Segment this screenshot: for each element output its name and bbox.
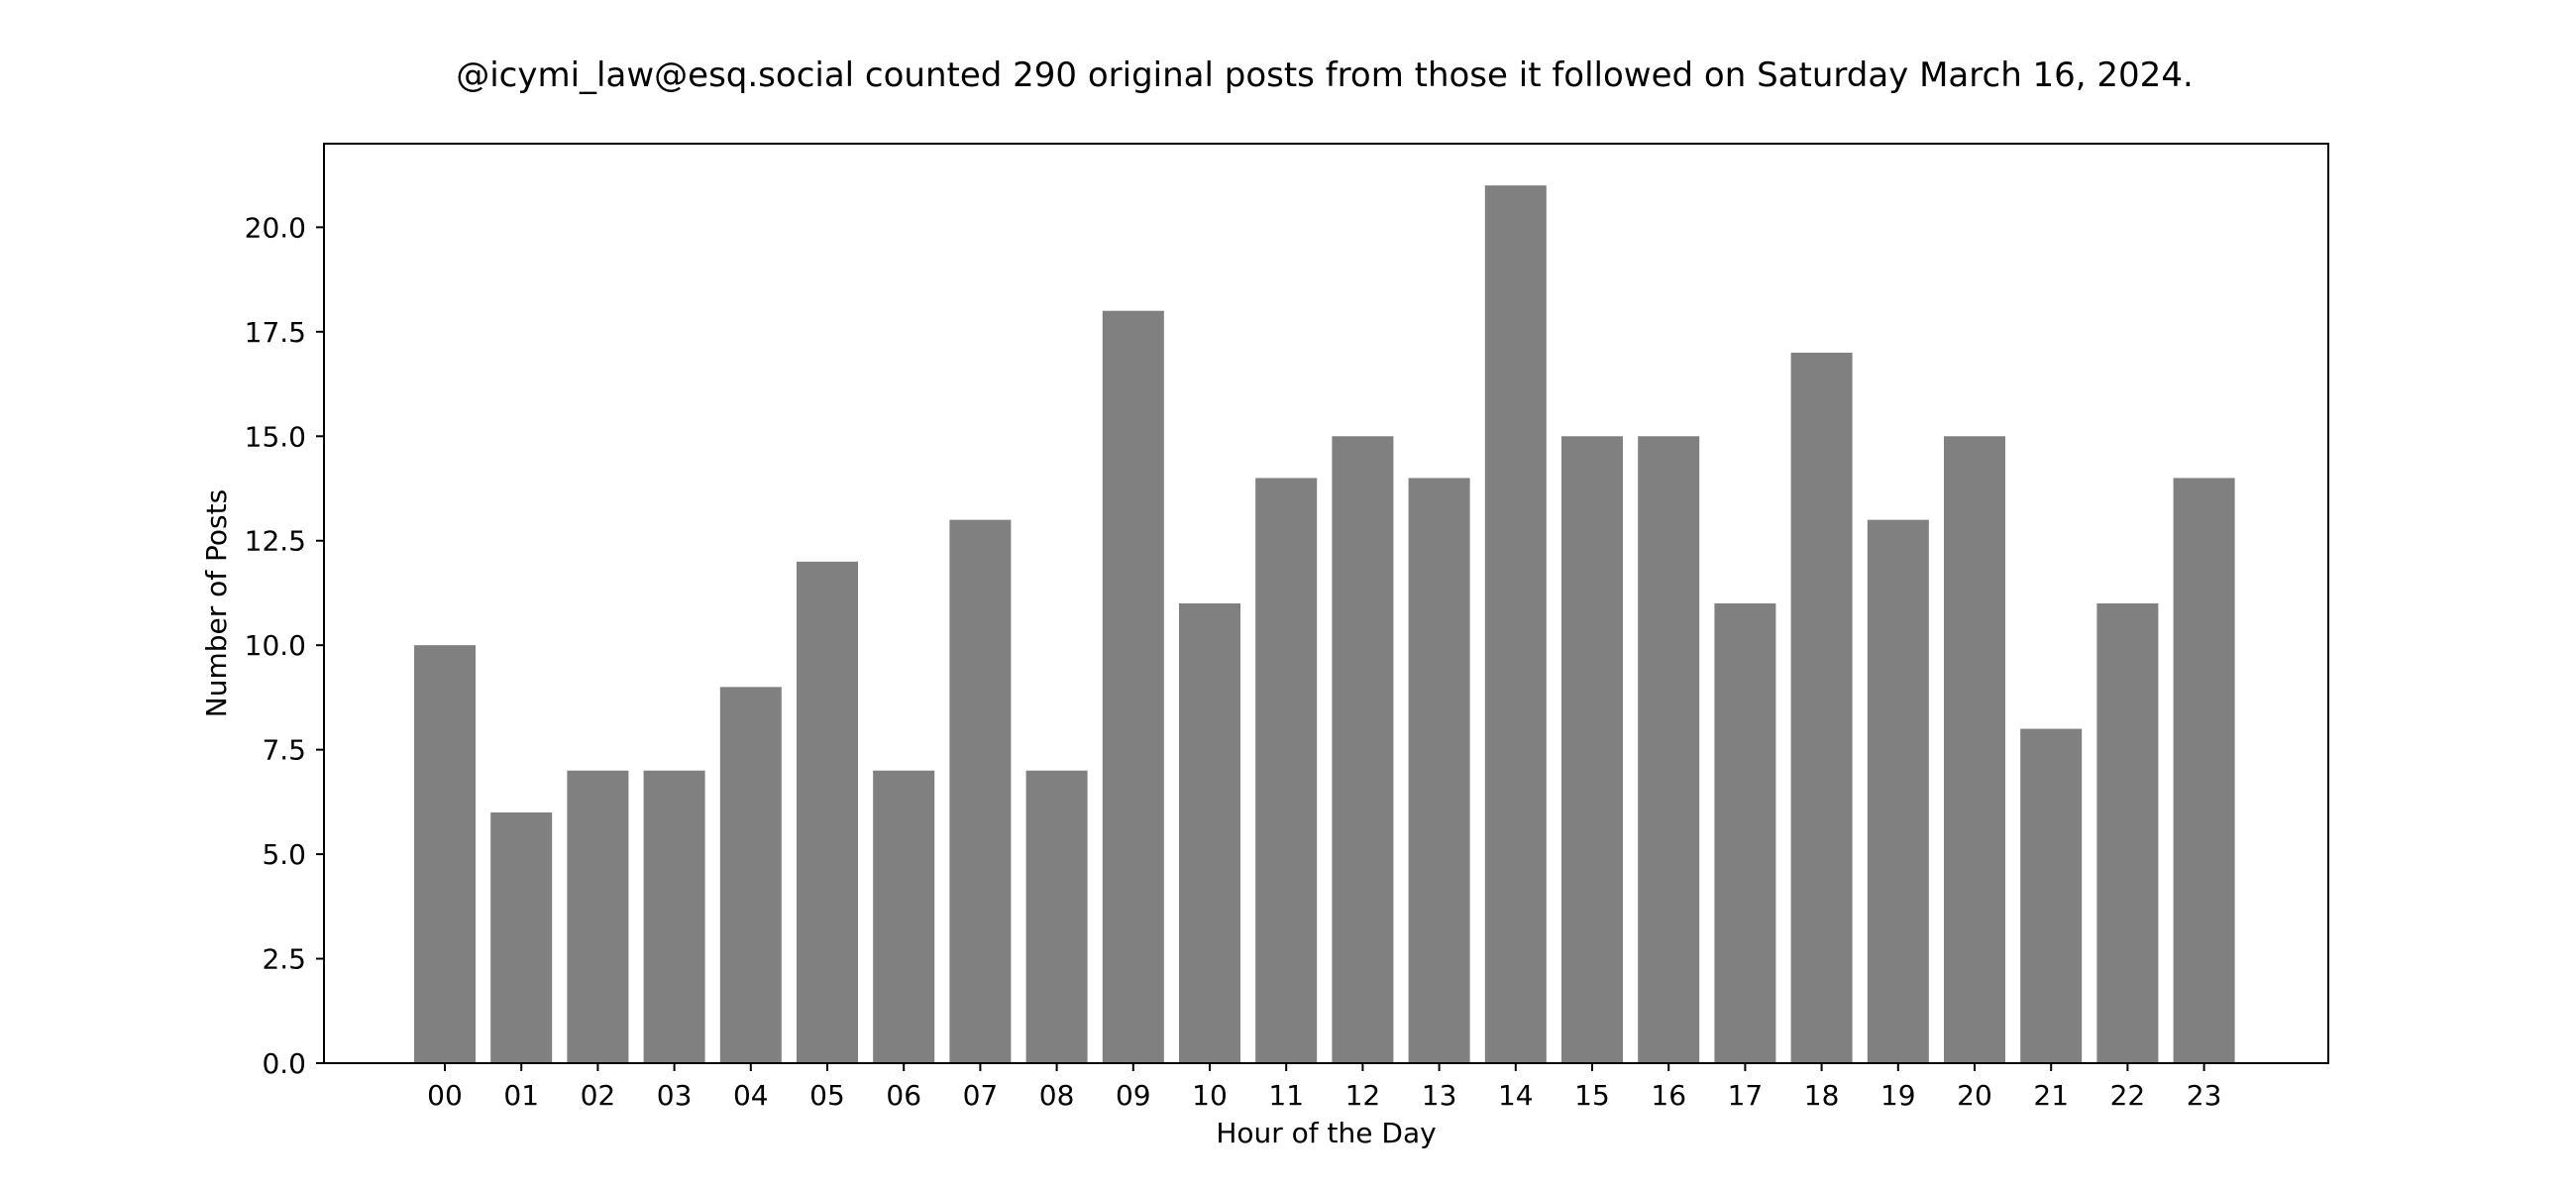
bar-03 xyxy=(643,770,705,1063)
y-axis-ticks: 0.0 2.5 5.0 7.5 10.0 12.5 15.0 17.5 20.0 xyxy=(245,211,324,1080)
x-tick-label: 17 xyxy=(1728,1079,1764,1112)
x-tick-label: 12 xyxy=(1345,1079,1381,1112)
bar-14 xyxy=(1484,185,1547,1063)
x-tick-label: 18 xyxy=(1804,1079,1840,1112)
x-tick-label: 22 xyxy=(2110,1079,2146,1112)
bar-19 xyxy=(1867,519,1929,1063)
x-tick-label: 09 xyxy=(1116,1079,1151,1112)
bar-04 xyxy=(719,687,782,1063)
bar-08 xyxy=(1025,770,1088,1063)
x-tick-label: 01 xyxy=(503,1079,539,1112)
bar-02 xyxy=(567,770,629,1063)
y-axis-label: Number of Posts xyxy=(200,489,233,717)
bar-16 xyxy=(1638,436,1700,1063)
bar-00 xyxy=(414,645,476,1063)
bar-11 xyxy=(1255,478,1318,1063)
x-tick-label: 08 xyxy=(1039,1079,1075,1112)
plot-frame xyxy=(323,143,2329,1064)
x-tick-label: 23 xyxy=(2187,1079,2222,1112)
x-tick-label: 15 xyxy=(1574,1079,1610,1112)
bar-10 xyxy=(1179,603,1240,1063)
x-tick-label: 19 xyxy=(1880,1079,1916,1112)
bar-23 xyxy=(2173,478,2235,1063)
y-tick-label: 12.5 xyxy=(245,525,306,558)
y-tick-label: 0.0 xyxy=(262,1047,306,1080)
bar-21 xyxy=(2020,728,2083,1063)
x-tick-label: 07 xyxy=(963,1079,999,1112)
x-tick-label: 02 xyxy=(581,1079,616,1112)
y-tick-label: 17.5 xyxy=(245,316,306,349)
x-tick-label: 06 xyxy=(886,1079,921,1112)
x-tick-label: 21 xyxy=(2033,1079,2069,1112)
bar-22 xyxy=(2096,603,2159,1063)
y-tick-label: 10.0 xyxy=(245,629,306,662)
bar-07 xyxy=(949,519,1012,1063)
bar-05 xyxy=(797,561,858,1063)
x-tick-label: 05 xyxy=(809,1079,845,1112)
bar-13 xyxy=(1408,478,1470,1063)
bar-17 xyxy=(1714,603,1776,1063)
x-axis-ticks: 00 01 02 03 04 05 06 07 08 09 10 11 12 13 14 15 16 17 18 19… xyxy=(427,1063,2221,1112)
x-tick-label: 10 xyxy=(1192,1079,1228,1112)
x-tick-label: 04 xyxy=(733,1079,769,1112)
bar-06 xyxy=(873,770,935,1063)
chart-title: @icymi_law@esq.social counted 290 origin… xyxy=(456,55,2194,95)
x-tick-label: 11 xyxy=(1268,1079,1304,1112)
y-tick-label: 20.0 xyxy=(245,211,306,244)
bar-01 xyxy=(490,811,553,1063)
y-tick-label: 5.0 xyxy=(262,838,306,871)
x-tick-label: 03 xyxy=(657,1079,693,1112)
y-tick-label: 2.5 xyxy=(262,943,306,976)
x-tick-label: 00 xyxy=(427,1079,463,1112)
x-tick-label: 16 xyxy=(1651,1079,1686,1112)
x-tick-label: 20 xyxy=(1957,1079,1992,1112)
x-tick-label: 14 xyxy=(1498,1079,1534,1112)
bar-12 xyxy=(1332,436,1394,1063)
bar-18 xyxy=(1790,352,1853,1063)
x-axis-label: Hour of the Day xyxy=(1216,1117,1436,1149)
bars-group xyxy=(414,185,2235,1064)
bar-09 xyxy=(1102,310,1164,1064)
y-tick-label: 7.5 xyxy=(262,734,306,767)
y-tick-label: 15.0 xyxy=(245,420,306,453)
x-tick-label: 13 xyxy=(1422,1079,1457,1112)
bar-20 xyxy=(1944,436,2005,1063)
bar-15 xyxy=(1561,436,1623,1063)
